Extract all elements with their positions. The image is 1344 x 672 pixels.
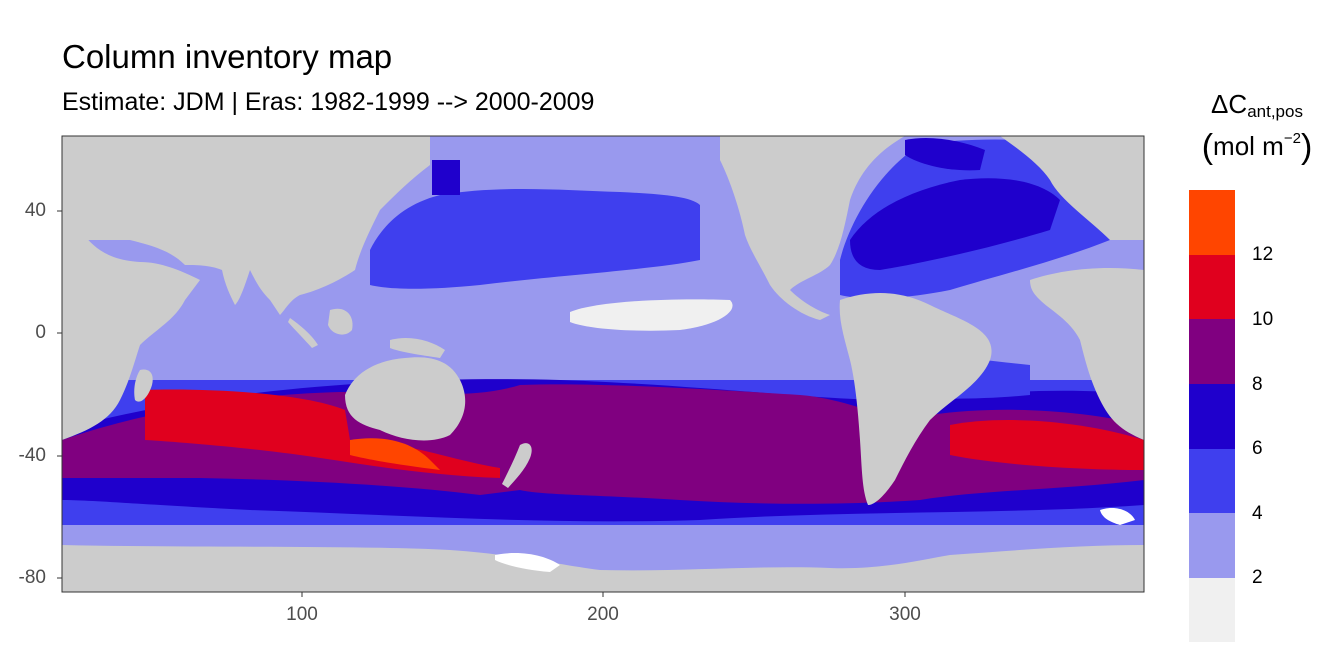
legend-swatch-0-2 — [1189, 577, 1235, 643]
land-masses — [62, 136, 1144, 592]
axis-tick-marks — [57, 210, 906, 597]
land-eurasia — [62, 136, 430, 315]
land-africa-east-repeat — [1030, 268, 1144, 440]
equatorial-pacific-0-2 — [570, 299, 733, 331]
legend-swatch-6-8 — [1189, 383, 1235, 449]
legend-title-main: ΔC — [1211, 89, 1248, 119]
land-greenland — [1000, 136, 1144, 240]
land-south-america — [839, 293, 992, 505]
y-tick-label: 40 — [24, 200, 46, 221]
legend-label: 12 — [1252, 244, 1274, 265]
legend-swatch-4-6 — [1189, 448, 1235, 514]
labrador-6-8 — [905, 138, 985, 171]
land-new-guinea — [390, 338, 445, 358]
land-africa — [62, 136, 200, 440]
land-borneo — [328, 308, 353, 335]
no-data-weddell-sea — [1100, 508, 1135, 525]
no-data-ross-sea — [495, 553, 560, 572]
legend-label: 4 — [1252, 503, 1263, 524]
legend-label: 6 — [1252, 438, 1263, 459]
legend-label: 10 — [1252, 309, 1274, 330]
legend-unit-open: ( — [1201, 127, 1214, 166]
legend-swatch-10-12 — [1189, 254, 1235, 320]
y-tick-label: -80 — [18, 567, 46, 588]
legend-unit-close: ) — [1300, 127, 1313, 166]
x-tick-label: 300 — [889, 604, 921, 625]
band-10-12-atlantic — [950, 420, 1144, 470]
kuroshio-6-8 — [432, 160, 460, 195]
x-tick-label: 200 — [587, 604, 619, 625]
legend-label: 2 — [1252, 567, 1263, 588]
land-antarctica — [62, 545, 1144, 592]
y-tick-label: 0 — [35, 322, 46, 343]
y-tick-label: -40 — [18, 445, 46, 466]
legend-unit-main: mol m — [1213, 130, 1284, 161]
legend-label: 8 — [1252, 374, 1263, 395]
land-sumatra — [288, 318, 318, 348]
land-north-america — [720, 136, 905, 320]
legend-title-sub: ant,pos — [1247, 102, 1303, 121]
x-tick-label: 100 — [286, 604, 318, 625]
legend-swatch-8-10 — [1189, 319, 1235, 385]
land-australia — [345, 357, 466, 441]
legend-unit-exp: −2 — [1283, 129, 1301, 147]
map-subtitle: Estimate: JDM | Eras: 1982-1999 --> 2000… — [62, 88, 595, 116]
legend-swatch-12-14 — [1189, 189, 1235, 255]
no-data-patches — [495, 508, 1135, 572]
legend-title: ΔCant,pos (mol m−2) — [1192, 86, 1322, 171]
legend-swatch-2-4 — [1189, 512, 1235, 578]
north-pacific-4-6 — [370, 188, 700, 289]
land-madagascar — [134, 369, 153, 402]
land-new-zealand — [502, 443, 532, 488]
north-atlantic-6-8 — [850, 178, 1060, 270]
map-title: Column inventory map — [62, 38, 393, 75]
band-12-14-south — [350, 438, 440, 470]
